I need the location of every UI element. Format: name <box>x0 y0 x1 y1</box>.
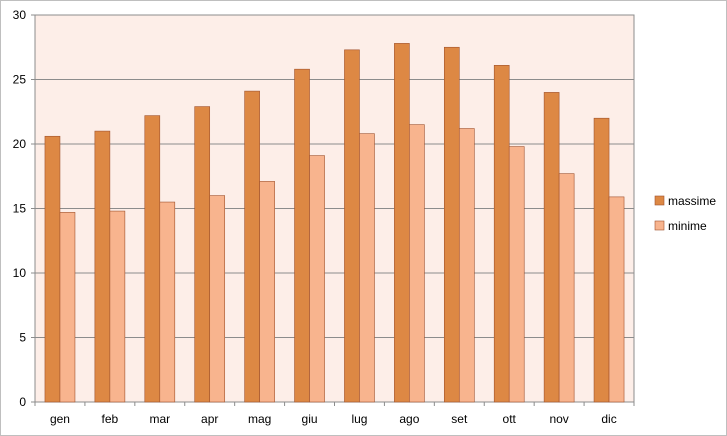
legend: massime minime <box>654 194 716 233</box>
legend-label-minime: minime <box>668 219 707 233</box>
bar-massime-giu <box>294 68 310 403</box>
x-tick-label: apr <box>201 412 218 426</box>
plot-area: 0 5 10 15 20 25 30 gen feb mar apr mag giu lug ago set o… <box>13 8 635 426</box>
bar-minime-mar <box>159 201 176 403</box>
bar-minime-feb <box>109 210 126 403</box>
bar-minime-dic <box>608 196 625 403</box>
x-tick-label: nov <box>549 412 568 426</box>
bar-massime-feb <box>94 130 111 403</box>
x-tick-label: feb <box>102 412 119 426</box>
bar-massime-nov <box>543 92 560 403</box>
y-tick-label: 5 <box>19 331 26 345</box>
x-tick-label: mag <box>248 412 271 426</box>
y-tick-label: 15 <box>13 202 27 216</box>
y-tick-label: 20 <box>13 137 27 151</box>
x-tick-label: ott <box>503 412 517 426</box>
y-tick-label: 10 <box>13 266 27 280</box>
x-tick-label: giu <box>302 412 318 426</box>
bar-minime-ago <box>409 124 425 403</box>
bar-minime-mag <box>259 181 275 403</box>
y-tick-label: 25 <box>13 73 27 87</box>
bar-minime-set <box>458 128 475 403</box>
bar-minime-nov <box>558 173 575 403</box>
legend-swatch-minime <box>654 220 665 231</box>
x-tick-label: ago <box>399 412 419 426</box>
bar-massime-apr <box>194 106 211 403</box>
y-tick-label: 30 <box>13 8 27 22</box>
bar-minime-apr <box>209 195 226 403</box>
bar-minime-ott <box>508 146 525 403</box>
bar-massime-set <box>443 46 460 403</box>
bar-massime-ago <box>394 43 410 403</box>
x-tick-label: lug <box>351 412 367 426</box>
bar-massime-ott <box>493 65 510 403</box>
x-tick-label: set <box>451 412 468 426</box>
bar-minime-giu <box>309 155 325 403</box>
x-tick-label: mar <box>149 412 170 426</box>
bar-massime-mar <box>144 115 161 403</box>
x-tick-label: gen <box>50 412 70 426</box>
bar-minime-gen <box>59 212 76 403</box>
bar-massime-mag <box>244 90 260 403</box>
y-tick-label: 0 <box>19 395 26 409</box>
legend-label-massime: massime <box>668 194 716 208</box>
x-tick-label: dic <box>601 412 616 426</box>
bar-massime-lug <box>344 49 360 403</box>
bar-massime-gen <box>44 135 61 403</box>
bar-massime-dic <box>593 117 610 403</box>
bar-minime-lug <box>359 133 375 403</box>
legend-swatch-massime <box>654 195 665 206</box>
